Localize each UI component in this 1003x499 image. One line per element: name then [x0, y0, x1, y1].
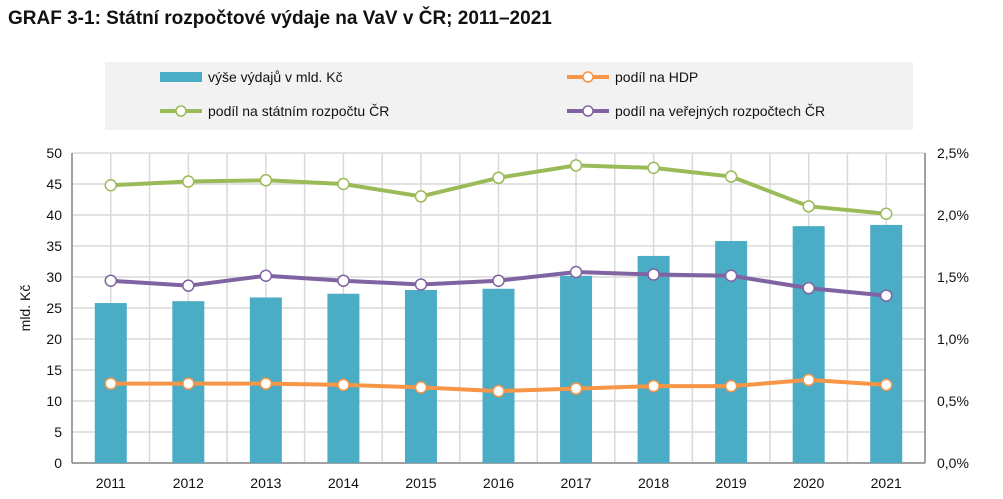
- legend-label: podíl na státním rozpočtu ČR: [208, 103, 389, 119]
- y2-tick-label: 1,0%: [937, 331, 969, 347]
- data-point: [414, 381, 428, 394]
- data-point: [724, 170, 738, 183]
- data-point: [414, 190, 428, 203]
- bar: [482, 288, 515, 463]
- data-point: [802, 200, 815, 213]
- data-point: [337, 177, 350, 191]
- y2-tick-label: 1,5%: [937, 269, 969, 285]
- x-tick-label: 2014: [328, 475, 359, 491]
- data-point: [802, 281, 815, 295]
- y-tick-label: 5: [54, 424, 62, 440]
- y-tick-label: 0: [54, 455, 62, 471]
- data-point: [259, 174, 273, 187]
- data-point: [259, 377, 273, 390]
- data-point: [104, 377, 118, 390]
- x-tick-label: 2015: [405, 475, 436, 491]
- data-point: [569, 265, 583, 279]
- data-point: [724, 269, 738, 283]
- legend-marker: [582, 71, 594, 83]
- data-point: [182, 175, 195, 188]
- data-point: [182, 279, 195, 292]
- y-tick-label: 15: [46, 362, 62, 378]
- y2-tick-label: 0,0%: [937, 455, 969, 471]
- data-point: [879, 378, 893, 392]
- legend-swatch-bar: [160, 72, 202, 82]
- x-tick-label: 2019: [716, 475, 747, 491]
- y2-tick-label: 2,5%: [937, 145, 969, 161]
- y-tick-label: 20: [46, 331, 62, 347]
- y-axis-label: mld. Kč: [17, 285, 33, 332]
- legend-label: podíl na HDP: [615, 69, 698, 85]
- data-point: [647, 268, 660, 281]
- x-tick-label: 2013: [250, 475, 281, 491]
- legend-label: výše výdajů v mld. Kč: [208, 69, 343, 85]
- data-point: [647, 379, 660, 393]
- y-tick-label: 35: [46, 238, 62, 254]
- data-point: [802, 373, 815, 387]
- data-point: [724, 379, 738, 393]
- x-tick-label: 2020: [793, 475, 824, 491]
- x-tick-label: 2012: [173, 475, 204, 491]
- data-point: [569, 382, 583, 395]
- bar: [327, 293, 360, 463]
- bar: [404, 290, 437, 463]
- legend-marker: [175, 105, 187, 117]
- x-tick-label: 2016: [483, 475, 514, 491]
- data-point: [492, 384, 505, 398]
- y-tick-label: 30: [46, 269, 62, 285]
- data-point: [879, 289, 893, 302]
- y-tick-label: 40: [46, 207, 62, 223]
- x-tick-label: 2017: [560, 475, 591, 491]
- chart-title: GRAF 3-1: Státní rozpočtové výdaje na Va…: [8, 8, 552, 29]
- y2-tick-label: 2,0%: [937, 207, 969, 223]
- y-tick-label: 10: [46, 393, 62, 409]
- y-tick-label: 25: [46, 300, 62, 316]
- x-tick-label: 2011: [96, 475, 126, 491]
- legend-background: [105, 62, 913, 130]
- data-point: [337, 274, 350, 287]
- bar: [637, 255, 670, 463]
- legend-marker: [582, 105, 594, 117]
- data-point: [104, 178, 118, 192]
- data-point: [104, 274, 118, 287]
- y-tick-label: 45: [46, 176, 62, 192]
- data-point: [569, 159, 583, 172]
- y-tick-label: 50: [46, 145, 62, 161]
- bar: [560, 275, 593, 463]
- data-point: [879, 207, 893, 221]
- data-point: [492, 171, 505, 185]
- data-point: [337, 378, 350, 392]
- data-point: [182, 377, 195, 390]
- data-point: [259, 269, 273, 283]
- x-tick-label: 2021: [871, 475, 902, 491]
- x-tick-label: 2018: [638, 475, 669, 491]
- data-point: [647, 161, 660, 175]
- bar: [870, 224, 903, 463]
- legend-label: podíl na veřejných rozpočtech ČR: [615, 103, 825, 119]
- data-point: [492, 274, 505, 287]
- data-point: [414, 278, 428, 291]
- y2-tick-label: 0,5%: [937, 393, 969, 409]
- bar: [792, 226, 825, 463]
